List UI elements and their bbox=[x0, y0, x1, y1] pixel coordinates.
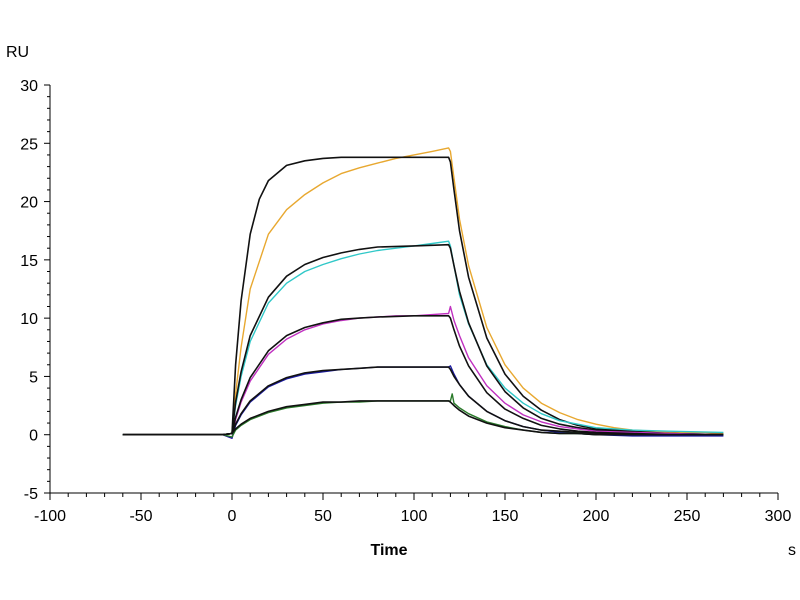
x-tick-label: 200 bbox=[583, 508, 610, 525]
y-tick-label: 5 bbox=[29, 369, 38, 386]
series-line-0 bbox=[122, 147, 724, 436]
x-axis-unit: s bbox=[788, 542, 796, 559]
y-tick-label: 25 bbox=[20, 136, 38, 153]
x-tick-label: 0 bbox=[228, 508, 237, 525]
x-tick-label: 100 bbox=[401, 508, 428, 525]
series-line-1 bbox=[122, 156, 724, 436]
series-line-4 bbox=[122, 305, 724, 439]
y-axis-title: RU bbox=[6, 44, 29, 61]
series-line-9 bbox=[122, 400, 724, 436]
series-line-2 bbox=[122, 240, 724, 436]
x-tick-label: -50 bbox=[129, 508, 152, 525]
x-tick-label: 250 bbox=[674, 508, 701, 525]
y-tick-label: 20 bbox=[20, 195, 38, 212]
x-axis-title: Time bbox=[370, 542, 407, 559]
x-tick-label: -100 bbox=[34, 508, 66, 525]
series-group bbox=[122, 147, 724, 439]
y-tick-label: 15 bbox=[20, 253, 38, 270]
x-tick-label: 50 bbox=[314, 508, 332, 525]
x-tick-label: 150 bbox=[492, 508, 519, 525]
series-line-6 bbox=[122, 365, 724, 439]
series-line-5 bbox=[122, 314, 724, 436]
series-line-7 bbox=[122, 366, 724, 436]
y-tick-label: 30 bbox=[20, 78, 38, 95]
y-tick-label: 0 bbox=[29, 428, 38, 445]
x-tick-label: 300 bbox=[765, 508, 792, 525]
y-tick-label: -5 bbox=[24, 486, 38, 503]
y-tick-label: 10 bbox=[20, 311, 38, 328]
series-line-3 bbox=[122, 243, 724, 436]
